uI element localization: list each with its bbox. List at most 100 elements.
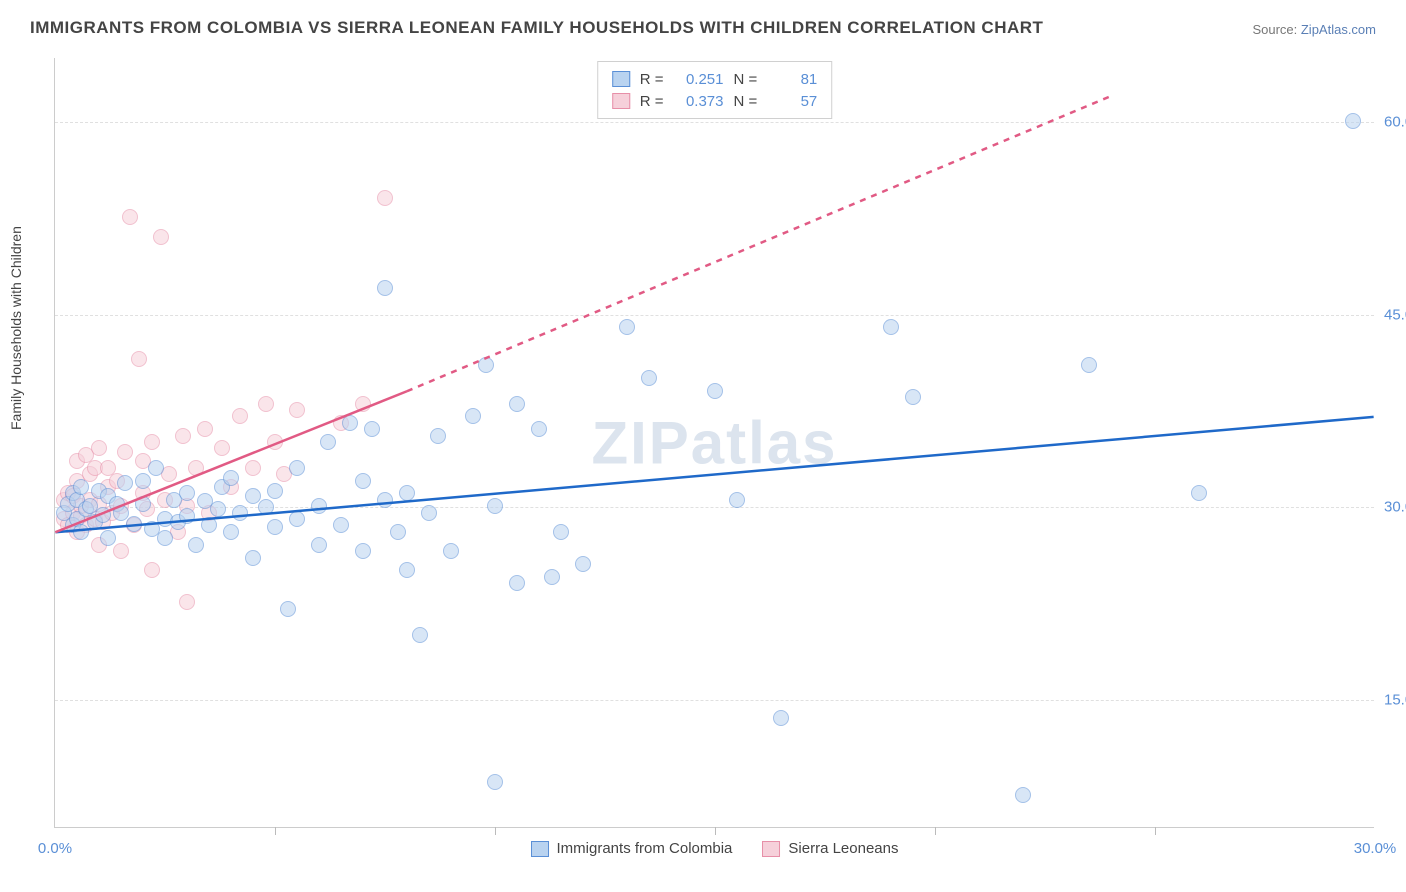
- marker-pink: [355, 396, 371, 412]
- legend-swatch-blue: [531, 841, 549, 857]
- marker-blue: [641, 370, 657, 386]
- marker-blue: [575, 556, 591, 572]
- r-value-blue: 0.251: [674, 71, 724, 88]
- marker-pink: [188, 460, 204, 476]
- r-label: R =: [640, 93, 664, 110]
- marker-blue: [258, 499, 274, 515]
- marker-blue: [188, 537, 204, 553]
- legend-swatch-pink: [762, 841, 780, 857]
- marker-blue: [487, 498, 503, 514]
- source-prefix: Source:: [1252, 22, 1300, 37]
- marker-blue: [333, 517, 349, 533]
- source-link[interactable]: ZipAtlas.com: [1301, 22, 1376, 37]
- gridline-h: [55, 122, 1374, 123]
- marker-blue: [289, 460, 305, 476]
- legend-series: Immigrants from Colombia Sierra Leoneans: [519, 840, 911, 857]
- marker-blue: [117, 475, 133, 491]
- source-attribution: Source: ZipAtlas.com: [1252, 22, 1376, 37]
- gridline-h: [55, 507, 1374, 508]
- y-axis-label: Family Households with Children: [8, 226, 24, 430]
- legend-stats-row-blue: R = 0.251 N = 81: [612, 68, 818, 90]
- xtick-minor: [715, 827, 716, 835]
- legend-item-blue: Immigrants from Colombia: [531, 840, 733, 857]
- legend-stats-row-pink: R = 0.373 N = 57: [612, 90, 818, 112]
- marker-pink: [153, 229, 169, 245]
- marker-blue: [1191, 485, 1207, 501]
- legend-item-pink: Sierra Leoneans: [762, 840, 898, 857]
- xtick-minor: [1155, 827, 1156, 835]
- marker-pink: [377, 190, 393, 206]
- marker-blue: [509, 575, 525, 591]
- marker-blue: [478, 357, 494, 373]
- marker-blue: [280, 601, 296, 617]
- marker-blue: [430, 428, 446, 444]
- marker-blue: [399, 485, 415, 501]
- r-value-pink: 0.373: [674, 93, 724, 110]
- marker-blue: [135, 496, 151, 512]
- marker-blue: [223, 470, 239, 486]
- marker-blue: [126, 516, 142, 532]
- marker-pink: [122, 209, 138, 225]
- legend-stats: R = 0.251 N = 81 R = 0.373 N = 57: [597, 61, 833, 119]
- marker-blue: [320, 434, 336, 450]
- n-value-pink: 57: [767, 93, 817, 110]
- marker-blue: [355, 473, 371, 489]
- n-value-blue: 81: [767, 71, 817, 88]
- marker-blue: [148, 460, 164, 476]
- marker-blue: [232, 505, 248, 521]
- marker-blue: [355, 543, 371, 559]
- marker-pink: [197, 421, 213, 437]
- xtick-label: 30.0%: [1354, 840, 1397, 857]
- marker-blue: [73, 479, 89, 495]
- marker-pink: [144, 434, 160, 450]
- ytick-label: 30.0%: [1384, 499, 1406, 516]
- marker-blue: [201, 517, 217, 533]
- marker-blue: [905, 389, 921, 405]
- marker-pink: [91, 440, 107, 456]
- marker-blue: [377, 280, 393, 296]
- xtick-minor: [275, 827, 276, 835]
- marker-pink: [258, 396, 274, 412]
- chart-title: IMMIGRANTS FROM COLOMBIA VS SIERRA LEONE…: [30, 18, 1043, 38]
- marker-blue: [95, 507, 111, 523]
- marker-pink: [175, 428, 191, 444]
- marker-pink: [179, 594, 195, 610]
- marker-blue: [412, 627, 428, 643]
- marker-blue: [223, 524, 239, 540]
- marker-blue: [364, 421, 380, 437]
- gridline-h: [55, 700, 1374, 701]
- marker-blue: [267, 519, 283, 535]
- marker-blue: [342, 415, 358, 431]
- marker-pink: [131, 351, 147, 367]
- xtick-minor: [495, 827, 496, 835]
- marker-blue: [1015, 787, 1031, 803]
- trend-lines: [55, 58, 1374, 827]
- ytick-label: 15.0%: [1384, 691, 1406, 708]
- r-label: R =: [640, 71, 664, 88]
- marker-blue: [443, 543, 459, 559]
- marker-blue: [390, 524, 406, 540]
- n-label: N =: [734, 93, 758, 110]
- marker-blue: [707, 383, 723, 399]
- marker-blue: [135, 473, 151, 489]
- marker-blue: [179, 485, 195, 501]
- marker-blue: [619, 319, 635, 335]
- marker-pink: [117, 444, 133, 460]
- legend-label-pink: Sierra Leoneans: [788, 840, 898, 857]
- marker-blue: [113, 505, 129, 521]
- marker-pink: [232, 408, 248, 424]
- n-label: N =: [734, 71, 758, 88]
- marker-pink: [267, 434, 283, 450]
- marker-blue: [157, 530, 173, 546]
- plot-area: ZIPatlas R = 0.251 N = 81 R = 0.373 N = …: [54, 58, 1374, 828]
- marker-blue: [509, 396, 525, 412]
- marker-blue: [245, 488, 261, 504]
- marker-pink: [113, 543, 129, 559]
- marker-pink: [245, 460, 261, 476]
- marker-blue: [487, 774, 503, 790]
- gridline-h: [55, 315, 1374, 316]
- marker-blue: [544, 569, 560, 585]
- marker-blue: [210, 501, 226, 517]
- marker-blue: [377, 492, 393, 508]
- marker-blue: [729, 492, 745, 508]
